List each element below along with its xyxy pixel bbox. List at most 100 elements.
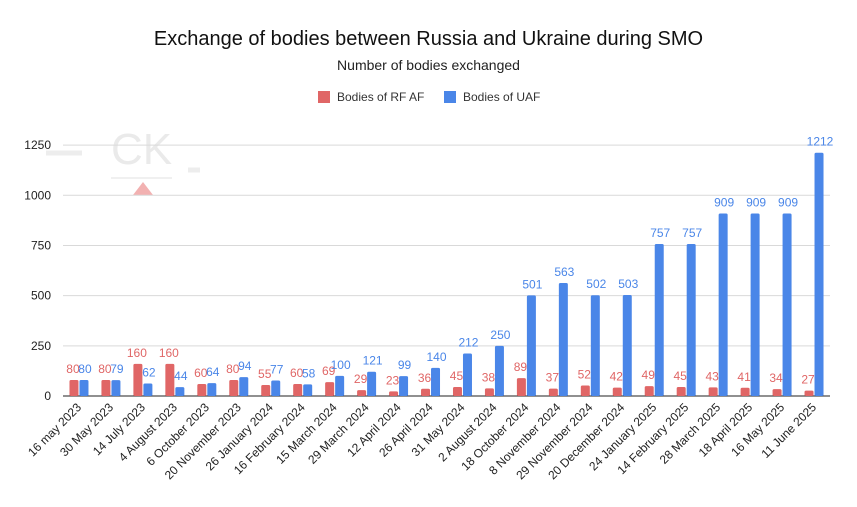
bar-rf-af-17 bbox=[612, 387, 622, 396]
y-tick-label-1250: 1250 bbox=[24, 138, 51, 152]
data-label-rf-af-16: 52 bbox=[578, 368, 592, 382]
bar-rf-af-20 bbox=[708, 387, 718, 396]
data-label-uaf-8: 100 bbox=[331, 358, 351, 372]
data-label-uaf-23: 1212 bbox=[807, 135, 834, 149]
data-label-uaf-22: 909 bbox=[778, 196, 798, 210]
bar-uaf-18 bbox=[654, 244, 664, 396]
data-label-rf-af-10: 23 bbox=[386, 373, 400, 387]
bar-rf-af-8 bbox=[325, 382, 335, 396]
bar-rf-af-6 bbox=[261, 384, 271, 396]
bar-uaf-3 bbox=[175, 387, 185, 396]
legend-swatch-rf-af bbox=[318, 91, 330, 103]
bar-uaf-7 bbox=[303, 384, 313, 396]
bars bbox=[69, 152, 824, 396]
bar-rf-af-12 bbox=[452, 386, 462, 396]
data-label-uaf-2: 62 bbox=[142, 366, 156, 380]
legend-label-rf-af: Bodies of RF AF bbox=[337, 90, 424, 104]
legend-swatch-uaf bbox=[444, 91, 456, 103]
chart-subtitle: Number of bodies exchanged bbox=[337, 57, 520, 73]
data-label-rf-af-12: 45 bbox=[450, 369, 464, 383]
y-tick-label-750: 750 bbox=[31, 238, 51, 252]
data-label-uaf-13: 250 bbox=[490, 328, 510, 342]
data-label-rf-af-1: 80 bbox=[98, 362, 112, 376]
data-label-uaf-21: 909 bbox=[746, 196, 766, 210]
bar-rf-af-4 bbox=[197, 383, 207, 396]
y-tick-label-250: 250 bbox=[31, 339, 51, 353]
bar-rf-af-11 bbox=[421, 388, 431, 396]
data-label-rf-af-21: 41 bbox=[737, 370, 751, 384]
bar-uaf-22 bbox=[782, 213, 792, 396]
bar-rf-af-16 bbox=[580, 385, 590, 396]
bar-uaf-8 bbox=[335, 375, 345, 396]
data-label-rf-af-5: 80 bbox=[226, 362, 240, 376]
bar-uaf-11 bbox=[431, 367, 441, 396]
bar-uaf-19 bbox=[686, 244, 696, 396]
data-label-rf-af-22: 34 bbox=[769, 371, 783, 385]
y-axis: 0 250 500 750 1000 1250 bbox=[24, 138, 51, 403]
bar-rf-af-23 bbox=[804, 390, 814, 396]
bar-uaf-9 bbox=[367, 371, 377, 396]
grid bbox=[63, 144, 830, 397]
bar-rf-af-2 bbox=[133, 363, 143, 396]
bar-uaf-5 bbox=[239, 377, 249, 396]
data-label-uaf-7: 58 bbox=[302, 366, 316, 380]
data-label-rf-af-9: 29 bbox=[354, 372, 368, 386]
bar-uaf-12 bbox=[462, 353, 472, 396]
data-label-rf-af-2: 160 bbox=[127, 346, 147, 360]
data-label-rf-af-19: 45 bbox=[674, 369, 688, 383]
data-label-rf-af-8: 69 bbox=[322, 364, 336, 378]
y-tick-label-500: 500 bbox=[31, 289, 51, 303]
data-label-rf-af-3: 160 bbox=[159, 346, 179, 360]
data-label-uaf-11: 140 bbox=[427, 350, 447, 364]
data-label-uaf-1: 79 bbox=[110, 362, 124, 376]
data-label-uaf-19: 757 bbox=[682, 226, 702, 240]
legend: Bodies of RF AF Bodies of UAF bbox=[318, 90, 540, 104]
data-label-uaf-20: 909 bbox=[714, 196, 734, 210]
bar-rf-af-13 bbox=[484, 388, 494, 396]
bar-rf-af-1 bbox=[101, 379, 111, 396]
bar-uaf-15 bbox=[558, 282, 568, 396]
data-label-uaf-4: 64 bbox=[206, 365, 220, 379]
legend-label-uaf: Bodies of UAF bbox=[463, 90, 540, 104]
bar-rf-af-18 bbox=[644, 386, 654, 396]
bar-rf-af-9 bbox=[357, 390, 367, 396]
data-label-uaf-9: 121 bbox=[363, 354, 383, 368]
data-label-uaf-6: 77 bbox=[270, 363, 284, 377]
bar-rf-af-15 bbox=[548, 388, 558, 396]
bar-uaf-0 bbox=[79, 379, 89, 396]
bar-uaf-14 bbox=[526, 295, 536, 396]
data-label-uaf-3: 44 bbox=[174, 369, 188, 383]
data-label-uaf-10: 99 bbox=[398, 358, 412, 372]
bar-uaf-6 bbox=[271, 380, 281, 396]
bar-uaf-23 bbox=[814, 152, 824, 396]
data-label-rf-af-0: 80 bbox=[66, 362, 80, 376]
watermark-triangle bbox=[133, 182, 153, 195]
data-label-uaf-18: 757 bbox=[650, 226, 670, 240]
watermark: CK bbox=[46, 125, 200, 195]
bar-rf-af-22 bbox=[772, 389, 782, 396]
data-label-uaf-16: 502 bbox=[586, 277, 606, 291]
y-tick-label-0: 0 bbox=[44, 389, 51, 403]
bar-uaf-4 bbox=[207, 383, 217, 396]
data-label-rf-af-23: 27 bbox=[801, 373, 815, 387]
bar-uaf-10 bbox=[399, 376, 409, 396]
data-label-uaf-17: 503 bbox=[618, 277, 638, 291]
bar-rf-af-10 bbox=[389, 391, 399, 396]
bar-uaf-1 bbox=[111, 380, 121, 396]
data-label-uaf-14: 501 bbox=[522, 277, 542, 291]
data-label-rf-af-13: 38 bbox=[482, 370, 496, 384]
data-label-rf-af-17: 42 bbox=[610, 370, 624, 384]
watermark-text: CK bbox=[111, 125, 172, 174]
data-label-rf-af-7: 60 bbox=[290, 366, 304, 380]
bar-rf-af-3 bbox=[165, 363, 175, 396]
bar-rf-af-5 bbox=[229, 379, 239, 396]
y-tick-label-1000: 1000 bbox=[24, 188, 51, 202]
bar-rf-af-19 bbox=[676, 386, 686, 396]
data-label-rf-af-6: 55 bbox=[258, 367, 272, 381]
data-label-rf-af-4: 60 bbox=[194, 366, 208, 380]
bar-rf-af-21 bbox=[740, 387, 750, 396]
